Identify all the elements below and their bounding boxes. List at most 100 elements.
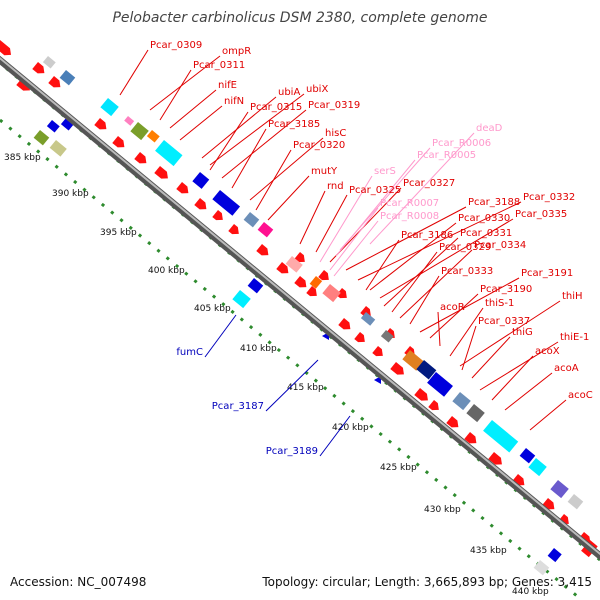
leader-line <box>209 111 249 171</box>
feature-block <box>360 312 376 326</box>
leader-line <box>319 175 373 263</box>
kbp-label: 430 kbp <box>424 505 461 515</box>
cds-arrow <box>464 432 477 444</box>
feature-block <box>212 190 241 216</box>
cds-arrow <box>338 318 351 330</box>
feature-block <box>427 372 453 397</box>
gene-label: Pcar_R0008 <box>380 211 439 222</box>
feature-block <box>402 350 424 371</box>
reverse-feature <box>547 548 562 563</box>
feature-block <box>309 276 323 289</box>
gene-label: rnd <box>327 181 344 192</box>
leader-line <box>369 222 457 291</box>
gene-label: Pcar_0333 <box>441 266 493 277</box>
kbp-label: 415 kbp <box>287 383 324 393</box>
feature-block <box>257 222 274 238</box>
gene-label: thiE-1 <box>560 332 589 343</box>
leader-line <box>461 325 477 371</box>
leader-line <box>149 55 221 111</box>
cds-arrow <box>336 288 347 299</box>
gene-labels: Pcar_0309 ompR Pcar_0311 nifE nifN ubiA ubiX Pc… <box>150 40 593 457</box>
gene-label: Pcar_0315 <box>250 102 302 113</box>
feature-block <box>155 140 183 167</box>
genome-backbone <box>0 55 600 561</box>
leader-line <box>383 237 459 307</box>
cds-arrow <box>228 224 239 235</box>
leader-line <box>399 249 473 319</box>
leader-line <box>319 415 351 457</box>
gene-label: acoC <box>568 390 593 401</box>
gene-label: mutY <box>311 166 338 177</box>
gene-label: ompR <box>222 46 251 57</box>
gene-label: acoA <box>554 363 579 374</box>
gene-label: nifE <box>218 80 237 91</box>
leader-line <box>169 89 217 129</box>
cds-arrow <box>134 152 147 164</box>
gene-label: Pcar_3188 <box>468 197 520 208</box>
leader-line <box>221 109 307 179</box>
cds-arrow <box>354 332 365 343</box>
leader-line <box>449 307 484 357</box>
leader-line <box>459 300 561 367</box>
gene-label: Pcar_0335 <box>515 209 567 220</box>
leader-line <box>391 251 438 313</box>
reverse-feature <box>60 118 74 131</box>
leader-line <box>345 206 467 271</box>
feature-block <box>192 172 210 189</box>
leader-line <box>429 293 479 339</box>
cds-arrow <box>0 40 12 56</box>
gene-label: Pcar_0327 <box>403 178 455 189</box>
leader-line <box>267 175 310 221</box>
cds-arrow <box>390 362 404 375</box>
gene-label: Pcar_R0006 <box>432 138 491 149</box>
kbp-label: 420 kbp <box>332 423 369 433</box>
feature-block <box>466 404 485 423</box>
leader-line <box>504 372 553 411</box>
gene-label: thiS-1 <box>485 298 514 309</box>
kbp-label: 410 kbp <box>240 344 277 354</box>
leader-line <box>204 314 237 358</box>
cds-arrow <box>294 252 305 263</box>
leader-line <box>369 132 475 245</box>
gene-label: deaD <box>476 123 503 134</box>
cds-arrow <box>446 416 459 428</box>
reverse-feature <box>533 560 550 576</box>
leader-line <box>491 355 534 401</box>
leader-line <box>315 194 348 253</box>
gene-label: Pcar_0319 <box>308 100 360 111</box>
gene-label: Pcar_R0005 <box>417 150 476 161</box>
leader-line <box>209 93 305 166</box>
feature-block <box>380 330 394 343</box>
cds-arrow <box>428 400 439 411</box>
tick-dots <box>0 61 600 600</box>
kbp-label: 405 kbp <box>194 304 231 314</box>
leader-line <box>299 190 326 245</box>
gene-label: Pcar_0325 <box>349 185 401 196</box>
gene-label: Pcar_R0007 <box>380 198 439 209</box>
leader-line <box>329 207 379 271</box>
feature-block <box>146 130 160 143</box>
leader-line <box>249 137 324 201</box>
cds-arrow <box>318 270 329 281</box>
gene-label: Pcar_0337 <box>478 316 530 327</box>
leader-line <box>365 239 400 291</box>
feature-block <box>528 458 547 477</box>
gene-label: ubiA <box>278 87 300 98</box>
feature-block <box>416 360 437 380</box>
leader-line <box>159 69 192 121</box>
gene-label: Pcar_3187 <box>212 401 264 412</box>
feature-block <box>100 98 119 117</box>
reverse-feature <box>247 278 264 294</box>
gene-label: hisC <box>325 128 346 139</box>
gene-label: Pcar_0320 <box>293 140 345 151</box>
feature-block <box>322 284 341 303</box>
gene-label: Pcar_0330 <box>458 213 510 224</box>
leader-line <box>419 277 520 333</box>
gene-label: fumC <box>176 347 203 358</box>
feature-tracks <box>0 40 598 576</box>
cds-arrow <box>94 118 107 130</box>
kbp-label: 425 kbp <box>380 463 417 473</box>
cds-arrow <box>488 452 502 465</box>
cds-arrow <box>194 198 207 210</box>
feature-block <box>519 448 536 464</box>
